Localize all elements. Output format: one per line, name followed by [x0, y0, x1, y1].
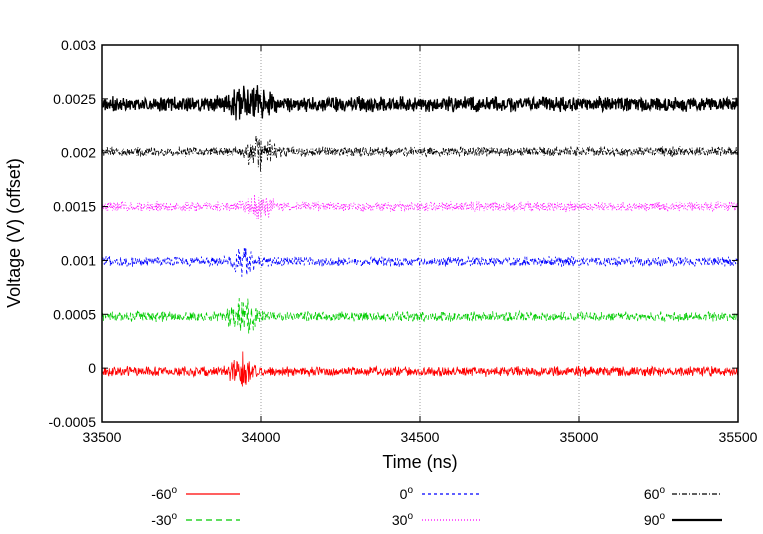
series-line	[101, 351, 739, 387]
y-tick-label: 0.002	[61, 145, 96, 161]
series-line	[101, 248, 739, 277]
legend-label: -60o	[151, 485, 177, 502]
x-tick-label: 34500	[401, 429, 440, 445]
x-tick-label: 35000	[560, 429, 599, 445]
x-tick-label: 35500	[719, 429, 758, 445]
series-line	[101, 297, 739, 334]
x-tick-label: 33500	[83, 429, 122, 445]
x-tick-label: 34000	[242, 429, 281, 445]
y-tick-label: 0.0015	[53, 199, 96, 215]
y-axis-label: Voltage (V) (offset)	[4, 158, 24, 308]
y-tick-label: 0.0025	[53, 91, 96, 107]
y-tick-label: 0.0005	[53, 306, 96, 322]
x-axis-label: Time (ns)	[382, 452, 457, 472]
y-tick-label: -0.0005	[49, 414, 97, 430]
y-tick-label: 0.001	[61, 252, 96, 268]
series-traces	[101, 85, 739, 387]
y-tick-label: 0	[88, 360, 96, 376]
series-line	[101, 85, 739, 121]
series-line	[101, 135, 739, 173]
legend-label: -30o	[151, 511, 177, 528]
y-tick-label: 0.003	[61, 37, 96, 53]
axis-ticks: 33500 34000 34500 35000 35500 -0.0005 0 0.0005 0…	[49, 37, 758, 445]
